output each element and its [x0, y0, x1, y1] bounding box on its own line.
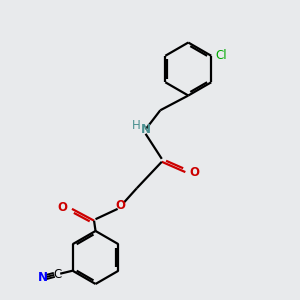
Text: Cl: Cl [215, 49, 227, 62]
Text: C: C [54, 268, 62, 281]
Text: H: H [132, 119, 140, 132]
Text: O: O [116, 200, 126, 212]
Text: O: O [58, 201, 68, 214]
Text: O: O [190, 166, 200, 178]
Text: N: N [38, 271, 48, 284]
Text: N: N [141, 123, 151, 136]
